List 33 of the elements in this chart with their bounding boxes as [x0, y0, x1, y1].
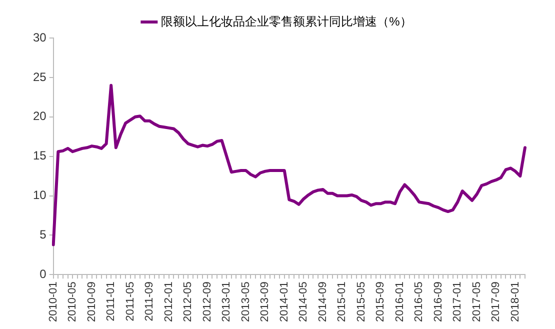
legend-label: 限额以上化妆品企业零售额累计同比增速（%）: [161, 14, 412, 28]
x-tick-label: 2012-01: [162, 282, 175, 322]
x-tick-label: 2016-09: [432, 282, 444, 322]
x-tick-label: 2014-09: [316, 282, 329, 322]
x-tick-label: 2017-05: [470, 282, 483, 322]
x-tick-label: 2011-09: [144, 282, 156, 322]
x-tick-label: 2017-01: [452, 282, 464, 322]
x-tick-label: 2011-05: [124, 282, 136, 322]
x-tick-label: 2011-01: [105, 282, 118, 322]
y-tick-label: 15: [32, 148, 47, 163]
x-tick-label: 2014-05: [298, 282, 310, 322]
x-tick-label: 2010-09: [86, 282, 98, 322]
y-tick-label: 20: [32, 109, 47, 124]
y-tick-label: 10: [32, 188, 47, 202]
y-tick-label: 30: [32, 30, 47, 44]
x-tick-label: 2012-05: [182, 282, 194, 322]
x-tick-label: 2010-01: [47, 282, 60, 322]
x-tick-label: 2013-01: [220, 282, 233, 322]
x-tick-label: 2013-05: [240, 282, 252, 322]
y-tick-label: 5: [40, 228, 47, 242]
x-tick-label: 2014-01: [278, 282, 290, 322]
x-tick-label: 2017-09: [490, 282, 502, 322]
x-tick-label: 2013-09: [259, 282, 272, 322]
x-tick-label: 2018-01: [509, 282, 522, 322]
y-tick-label: 0: [40, 266, 47, 281]
x-tick-label: 2015-01: [336, 282, 348, 322]
y-tick-label: 25: [32, 70, 47, 84]
x-tick-label: 2010-05: [66, 282, 79, 322]
x-tick-label: 2015-09: [374, 282, 387, 322]
x-tick-label: 2016-01: [394, 282, 406, 322]
x-tick-label: 2016-05: [413, 282, 426, 322]
x-tick-label: 2015-05: [355, 282, 368, 322]
x-tick-label: 2012-09: [201, 282, 214, 322]
